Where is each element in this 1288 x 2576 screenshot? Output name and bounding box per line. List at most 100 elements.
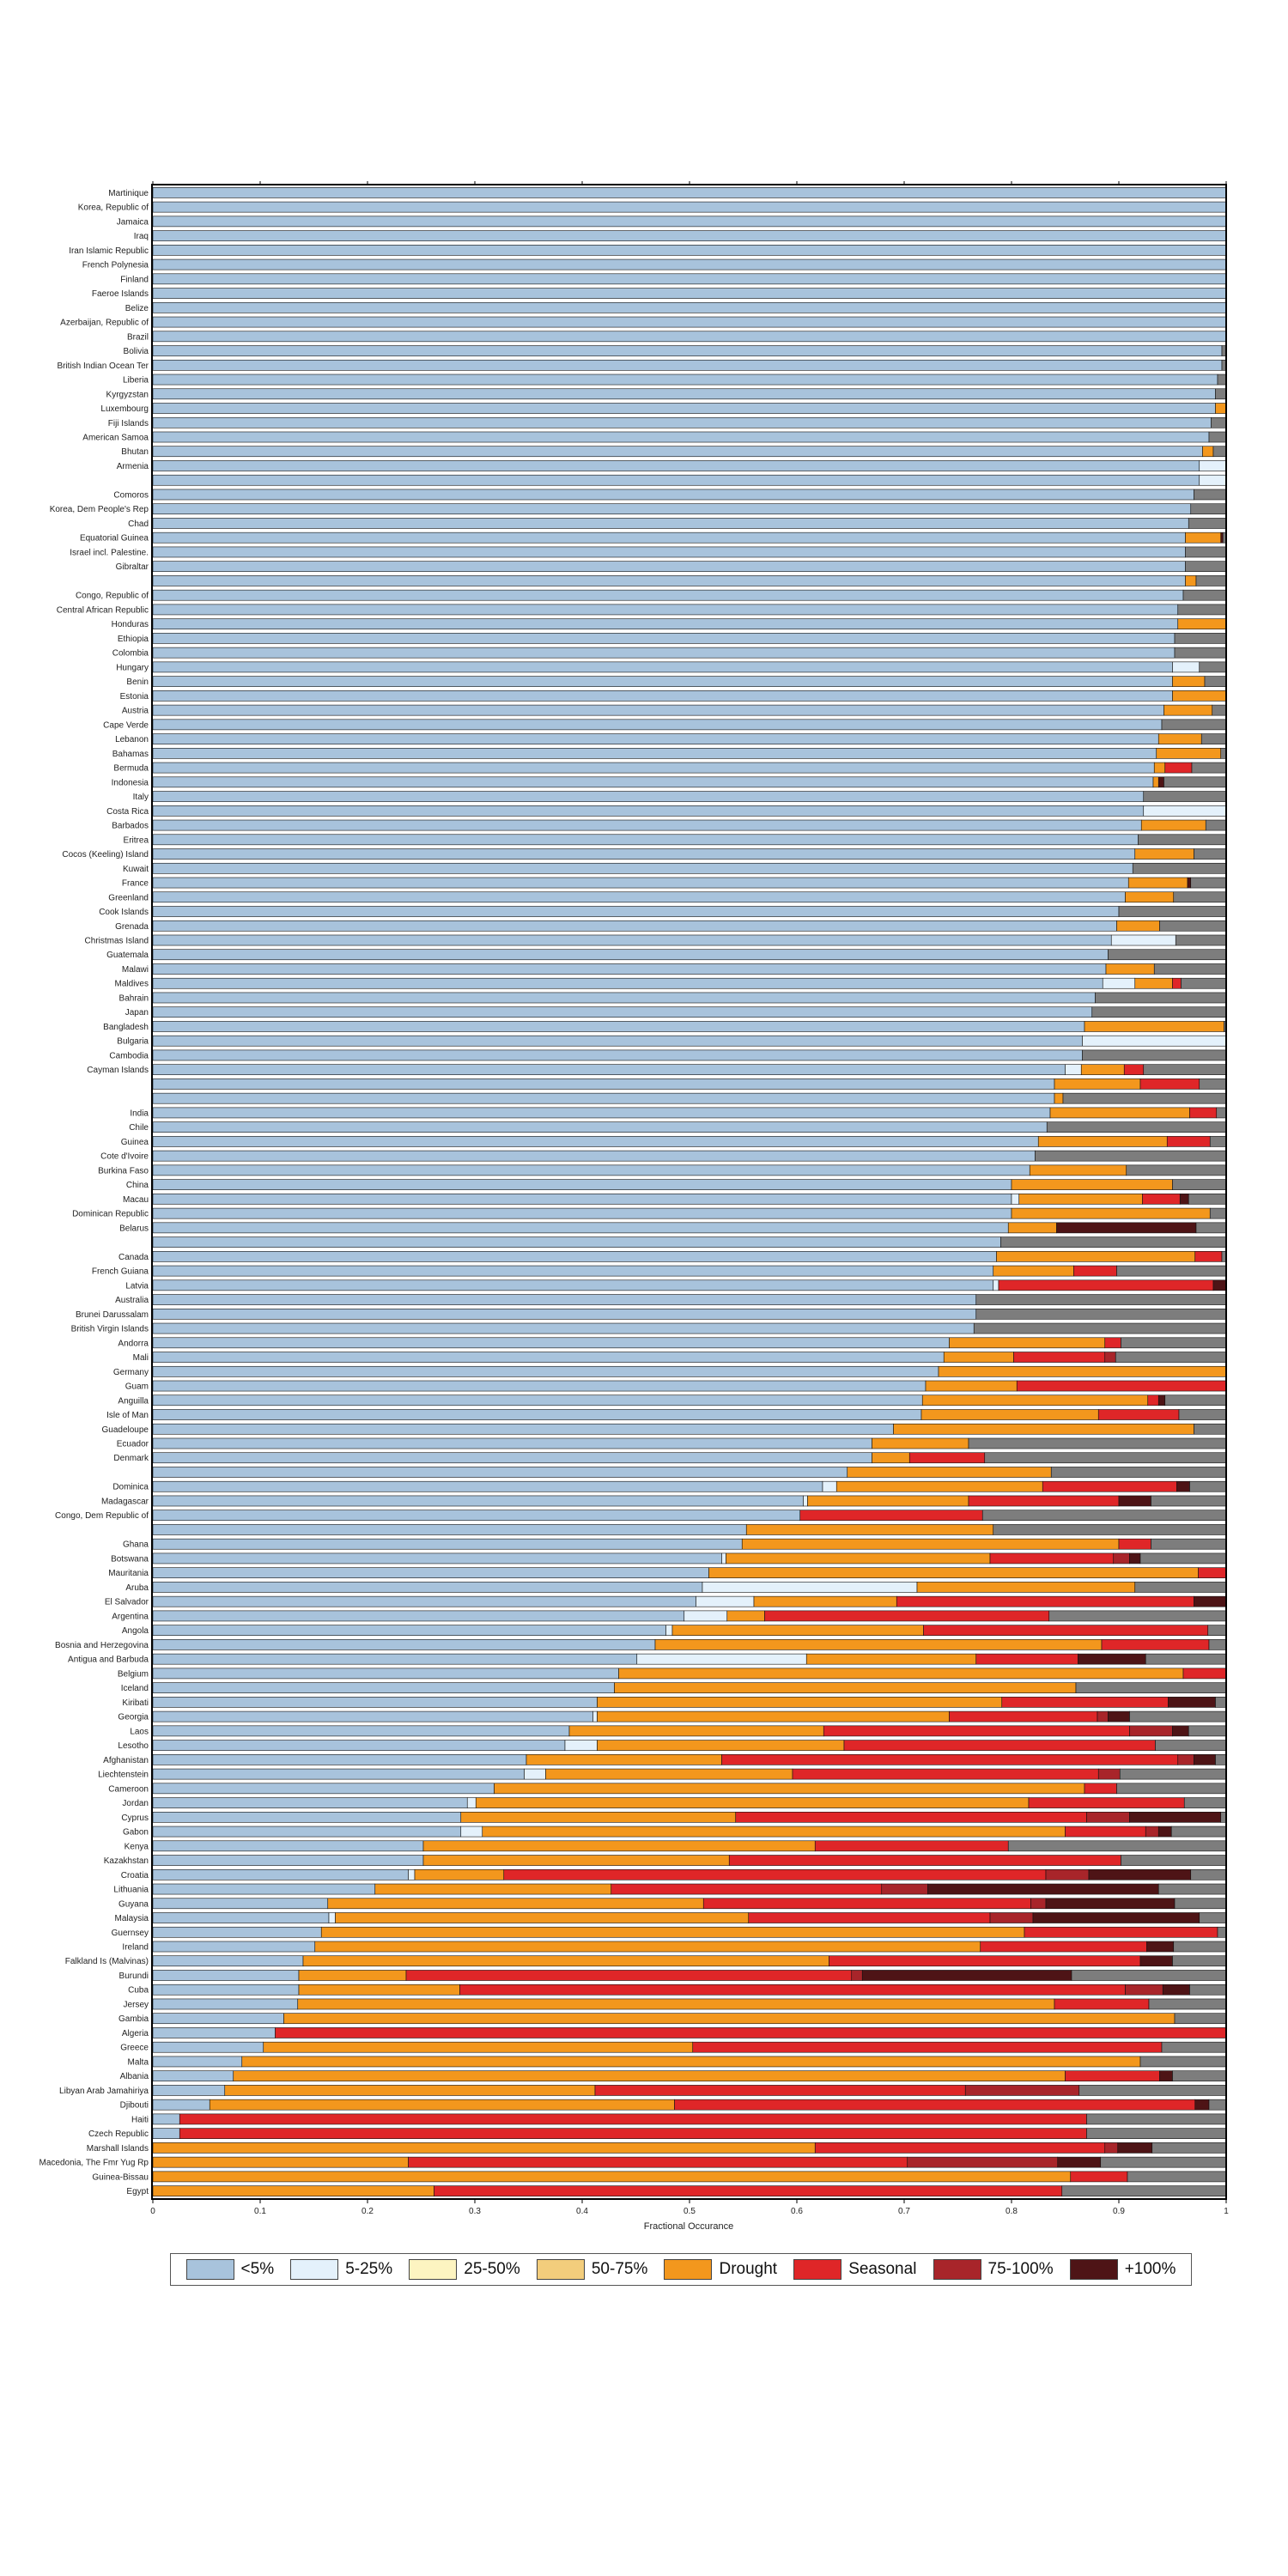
bar-segment-<5% — [152, 1236, 1001, 1248]
row-label: Albania — [120, 2072, 149, 2081]
bar-segment-5-25% — [1082, 1035, 1227, 1047]
bar-segment-remainder — [1175, 934, 1227, 946]
bar-segment-Drought — [335, 1912, 750, 1923]
bar-segment-remainder — [1062, 1092, 1227, 1104]
row-label: Ethiopia — [118, 635, 149, 644]
bar-segment-<5% — [152, 906, 1120, 917]
bar-segment-Drought — [618, 1668, 1184, 1680]
bar-segment-<5% — [152, 1653, 638, 1665]
bar-segment-Seasonal — [843, 1740, 1156, 1751]
bar-segment-Drought — [805, 1653, 977, 1665]
bar-segment-Seasonal — [1147, 1394, 1159, 1406]
bar-segment-<5% — [152, 489, 1194, 501]
bar-segment-<5% — [152, 1337, 950, 1349]
row-label: Czech Republic — [88, 2129, 149, 2139]
row-label: Bolivia — [124, 347, 149, 356]
bar-segment-Seasonal — [799, 1510, 983, 1522]
bar-segment-<5% — [152, 388, 1216, 400]
row-label: Isle of Man — [106, 1411, 149, 1420]
bar-segment-<5% — [152, 1639, 656, 1650]
bar-segment-remainder — [1178, 1409, 1227, 1420]
bar-segment-Drought — [414, 1868, 505, 1880]
x-tick-label: 0.5 — [683, 2207, 696, 2216]
bar-segment-Drought — [298, 1984, 460, 1996]
bar-segment-remainder — [1172, 1179, 1227, 1190]
bar-segment-Seasonal — [674, 2099, 1196, 2111]
bar-segment-Drought — [1029, 1164, 1127, 1176]
bar-segment-Drought — [475, 1797, 1030, 1808]
bar-segment-Seasonal — [896, 1595, 1194, 1607]
row-label: Kiribati — [122, 1698, 149, 1708]
row-label: Dominica — [112, 1483, 149, 1492]
bar-segment-Seasonal — [1194, 1251, 1223, 1262]
bar-segment-Drought — [1185, 532, 1222, 544]
bar-segment-+100% — [1118, 1495, 1151, 1507]
bar-segment-Drought — [741, 1538, 1120, 1550]
row-labels-layer: Martinique Korea, Republic of Jamaica Iraq I… — [39, 189, 149, 2196]
row-label: Cocos (Keeling) Island — [62, 850, 149, 860]
legend-label: 25-50% — [464, 2260, 520, 2278]
bar-segment-<5% — [152, 1049, 1083, 1061]
row-label: Cook Islands — [99, 908, 149, 917]
row-label: Greece — [120, 2044, 149, 2053]
bar-segment-Drought — [1177, 618, 1227, 629]
bar-segment-remainder — [1200, 733, 1227, 744]
row-label: Antigua and Barbuda — [68, 1656, 149, 1665]
row-label: Grenada — [115, 922, 149, 932]
legend-item: Seasonal — [793, 2259, 916, 2280]
bar-segment-Drought — [545, 1768, 793, 1780]
bar-segment-<5% — [152, 446, 1203, 458]
bar-segment-<5% — [152, 661, 1173, 673]
bar-segment-Seasonal — [1001, 1697, 1169, 1708]
bar-segment-5-25% — [702, 1582, 918, 1593]
bar-segment-Seasonal — [975, 1653, 1078, 1665]
bar-segment-remainder — [1215, 1697, 1227, 1708]
bar-segment-remainder — [1095, 992, 1227, 1004]
row-label: Korea, Dem People's Rep — [50, 505, 149, 514]
bar-segment-<5% — [152, 1998, 299, 2010]
bar-segment-Seasonal — [735, 1811, 1087, 1823]
row-label: Cape Verde — [103, 720, 149, 730]
bar-segment-<5% — [152, 2041, 264, 2053]
row-label: Eritrea — [124, 835, 149, 845]
row-label: Martinique — [108, 189, 149, 198]
bar-segment-<5% — [152, 1883, 376, 1895]
bar-segment-Drought — [893, 1423, 1194, 1435]
bar-segment-remainder — [1189, 1480, 1227, 1492]
bar-segment-<5% — [152, 848, 1136, 860]
legend-swatch — [536, 2259, 585, 2280]
bar-segment-Drought — [1084, 1021, 1224, 1032]
bar-segment-5-25% — [993, 1279, 999, 1291]
bar-segment-+100% — [1157, 776, 1164, 788]
bar-segment-<5% — [152, 1984, 300, 1996]
bar-segment-+100% — [1159, 2070, 1173, 2082]
bar-segment-Seasonal — [1084, 1783, 1117, 1795]
row-label: Madagascar — [101, 1497, 149, 1506]
bar-segment-Seasonal — [1172, 977, 1182, 989]
bar-segment-<5% — [152, 1840, 424, 1852]
bar-segment-<5% — [152, 748, 1157, 759]
row-label: Algeria — [122, 2029, 149, 2038]
bar-segment-Seasonal — [748, 1912, 991, 1923]
bar-segment-Seasonal — [1024, 1926, 1218, 1938]
row-label: Ghana — [123, 1540, 149, 1550]
bar-segment-<5% — [152, 1682, 615, 1693]
bar-segment-remainder — [1163, 776, 1227, 788]
bar-segment-Drought — [209, 2099, 675, 2111]
bar-segment-Drought — [1049, 1107, 1190, 1119]
bar-segment-Drought — [1037, 1136, 1168, 1147]
bar-segment-<5% — [152, 245, 1227, 256]
x-tick-label: 0 — [150, 2207, 155, 2216]
bar-segment-+100% — [927, 1883, 1159, 1895]
row-label: Bangladesh — [103, 1023, 149, 1032]
bar-segment-remainder — [984, 1452, 1227, 1464]
bar-segment-Drought — [298, 1970, 407, 1981]
bar-segment-Seasonal — [275, 2027, 1227, 2038]
bar-segment-<5% — [152, 633, 1176, 644]
row-label: Congo, Republic of — [76, 592, 149, 601]
bar-segment-<5% — [152, 1092, 1055, 1104]
bar-segment-+100% — [1129, 1811, 1222, 1823]
bar-segment-75-100% — [851, 1970, 863, 1981]
bar-segment-<5% — [152, 1467, 848, 1478]
legend-swatch — [185, 2259, 234, 2280]
